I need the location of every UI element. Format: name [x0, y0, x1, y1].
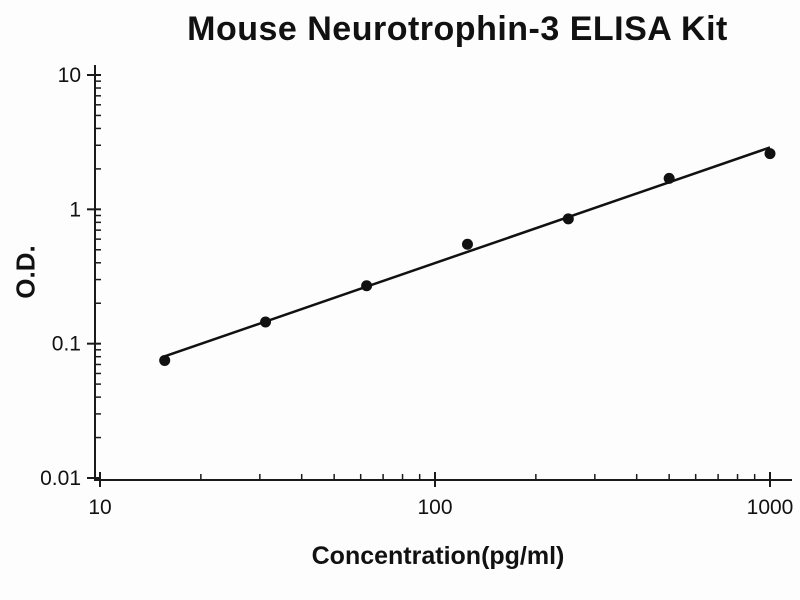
x-tick-label: 1000 [747, 496, 794, 519]
data-point [461, 238, 473, 250]
chart-title: Mouse Neurotrophin-3 ELISA Kit [187, 10, 728, 48]
data-point [663, 172, 675, 184]
data-point [562, 213, 574, 225]
data-point [260, 316, 272, 328]
data-point [764, 148, 776, 160]
x-axis-label: Concentration(pg/ml) [311, 542, 565, 570]
y-tick-label: 0.1 [52, 333, 81, 356]
fit-line [164, 146, 771, 358]
x-tick-label: 10 [88, 496, 111, 519]
data-point [361, 280, 373, 292]
y-tick-label: 0.01 [40, 467, 81, 490]
y-tick-label: 1 [69, 198, 81, 221]
axes-lines [94, 65, 792, 481]
x-tick-label: 100 [417, 496, 452, 519]
y-tick-label: 10 [58, 64, 81, 87]
data-point [159, 354, 171, 366]
